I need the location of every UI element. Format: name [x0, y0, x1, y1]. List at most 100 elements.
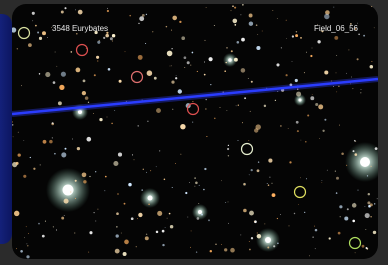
star [87, 137, 92, 142]
star [61, 152, 66, 157]
star [175, 163, 176, 164]
star [26, 243, 27, 244]
star [281, 47, 282, 48]
star [296, 121, 299, 124]
star [304, 72, 305, 73]
star [315, 248, 316, 249]
star [244, 97, 246, 99]
star [315, 103, 318, 106]
star [167, 218, 168, 219]
star [77, 147, 80, 150]
star [300, 37, 302, 39]
star [227, 110, 228, 111]
star [30, 157, 31, 158]
star [116, 212, 119, 215]
star [277, 242, 279, 244]
star [137, 218, 138, 219]
star [184, 67, 185, 68]
star [181, 36, 185, 40]
star [248, 78, 249, 79]
star [254, 221, 255, 222]
star [114, 110, 115, 111]
star [134, 80, 135, 81]
star [112, 34, 115, 37]
star [49, 140, 53, 144]
star [157, 211, 162, 216]
star [166, 26, 168, 28]
star [172, 16, 177, 21]
star [368, 193, 370, 195]
star [74, 233, 75, 234]
star [248, 140, 249, 141]
star [335, 171, 336, 172]
star [83, 80, 86, 83]
star [257, 233, 258, 234]
star [64, 199, 69, 204]
star [361, 89, 362, 90]
star [346, 165, 347, 166]
star [220, 107, 221, 108]
star [82, 172, 87, 177]
star [75, 198, 76, 199]
star [121, 233, 122, 234]
star [324, 70, 328, 74]
star [89, 176, 90, 177]
star [251, 81, 253, 83]
star [355, 141, 356, 142]
star [249, 249, 251, 251]
bright-star [360, 157, 370, 167]
star [327, 170, 328, 171]
star [132, 154, 133, 155]
star [103, 37, 105, 39]
star [99, 118, 102, 121]
star [165, 227, 166, 228]
star [353, 88, 354, 89]
star [187, 217, 188, 218]
star [45, 72, 50, 77]
star [39, 37, 42, 40]
star [355, 252, 356, 253]
star [228, 223, 229, 224]
star [306, 52, 307, 53]
star [195, 186, 196, 187]
star [105, 34, 109, 38]
star [105, 176, 107, 178]
star [172, 109, 173, 110]
star [352, 220, 355, 223]
star [185, 192, 187, 194]
star [88, 102, 89, 103]
bright-star [228, 58, 232, 62]
star [228, 155, 229, 156]
star [170, 66, 171, 67]
star [99, 40, 100, 41]
star [238, 140, 239, 141]
star [227, 148, 229, 150]
star [150, 170, 151, 171]
star [145, 236, 149, 240]
star [288, 225, 289, 226]
star [321, 182, 322, 183]
star [37, 32, 39, 34]
star [33, 168, 35, 170]
star [141, 189, 143, 191]
star [86, 48, 87, 49]
star [249, 174, 250, 175]
star [88, 252, 89, 253]
star [306, 178, 307, 179]
star [156, 108, 161, 113]
star [75, 180, 77, 182]
star [116, 226, 117, 227]
star [78, 10, 83, 15]
star [206, 7, 207, 8]
star [292, 35, 294, 37]
star [47, 37, 48, 38]
star [26, 226, 27, 227]
star [277, 18, 278, 19]
star [123, 252, 127, 256]
star [339, 205, 342, 208]
star [375, 147, 378, 150]
star [134, 159, 135, 160]
star [58, 101, 62, 105]
star [374, 203, 375, 204]
star [333, 7, 334, 8]
